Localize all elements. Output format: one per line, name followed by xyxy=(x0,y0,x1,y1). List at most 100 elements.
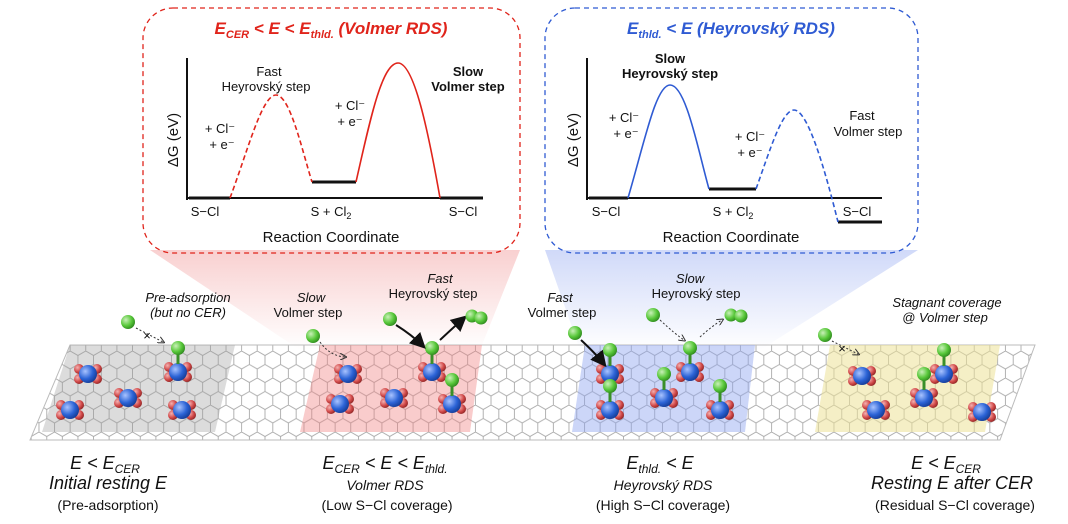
step-speed-label: Fast xyxy=(849,108,875,123)
red-projection-fan xyxy=(150,250,520,350)
state-label: S + Cl2 xyxy=(311,204,352,221)
step-name-label: Volmer step xyxy=(834,124,903,139)
stage-condition: ECER < E < Ethld. xyxy=(322,453,447,476)
s-site-molecule xyxy=(596,343,624,384)
slow-volmer-barrier xyxy=(355,62,441,199)
region-volmer-rds xyxy=(300,345,482,432)
panel-title: ECER < E < Ethld. (Volmer RDS) xyxy=(215,19,448,41)
stage-initial: E < ECER Initial resting E (Pre-adsorpti… xyxy=(49,453,168,513)
stage-residual: E < ECER Resting E after CER (Residual S… xyxy=(871,453,1035,513)
step-speed-label: Fast xyxy=(256,64,282,79)
annotation: Fast xyxy=(427,271,454,286)
slow-heyrovsky-barrier xyxy=(627,84,710,199)
state-label: S−Cl xyxy=(592,204,621,219)
panel-volmer-rds: ECER < E < Ethld. (Volmer RDS) ΔG (eV) R… xyxy=(142,7,521,254)
s-site-molecule xyxy=(650,367,678,408)
stage-title: Initial resting E xyxy=(49,473,168,493)
step-name-label: Volmer step xyxy=(431,79,505,94)
adsorbed-cl xyxy=(713,379,727,393)
fast-heyrovsky-in-arrow xyxy=(395,324,426,349)
stage-title: Volmer RDS xyxy=(346,477,424,493)
slow-heyrovsky-in-arrow xyxy=(659,319,684,340)
s-site-molecule xyxy=(418,341,446,382)
panel-heyrovsky-rds: Ethld. < E (Heyrovský RDS) ΔG (eV) React… xyxy=(544,7,919,254)
chloride-ion xyxy=(121,315,135,329)
fast-volmer-barrier xyxy=(755,109,839,223)
s-site-molecule xyxy=(168,400,196,420)
blocked-mark: × xyxy=(143,328,151,343)
adsorbed-cl xyxy=(425,341,439,355)
blue-projection-fan xyxy=(545,250,918,350)
annotation: @ Volmer step xyxy=(902,310,988,325)
s-site-molecule xyxy=(862,400,890,420)
chloride-ion xyxy=(818,328,832,342)
annotation: Heyrovský step xyxy=(652,286,741,301)
state-label: S + Cl2 xyxy=(713,204,754,221)
state-label: S−Cl xyxy=(449,204,478,219)
cl2-molecule xyxy=(724,308,738,322)
adsorbed-cl xyxy=(603,379,617,393)
stage-title: Heyrovský RDS xyxy=(614,477,713,493)
annotation: Pre-adsorption xyxy=(145,290,230,305)
reagent-label: + Cl⁻ xyxy=(205,121,235,136)
annotation: Volmer step xyxy=(528,305,597,320)
cl2-molecule xyxy=(474,311,488,325)
s-site-molecule xyxy=(326,394,354,414)
s-site-molecule xyxy=(56,400,84,420)
s-site-molecule xyxy=(74,364,102,384)
reagent-label: + e⁻ xyxy=(209,137,234,152)
adsorbed-cl xyxy=(937,343,951,357)
adsorbed-cl xyxy=(657,367,671,381)
stage-volmer-rds: ECER < E < Ethld. Volmer RDS (Low S−Cl c… xyxy=(321,453,452,513)
s-site-molecule xyxy=(334,364,362,384)
adsorbed-cl xyxy=(445,373,459,387)
s-site-molecule xyxy=(848,366,876,386)
stage-title: Resting E after CER xyxy=(871,473,1033,493)
catalyst-surface xyxy=(29,344,1036,441)
step-speed-label: Slow xyxy=(453,64,484,79)
panel-border xyxy=(544,7,919,254)
stage-condition: Ethld. < E xyxy=(626,453,694,476)
state-label: S−Cl xyxy=(843,204,872,219)
fast-heyrovsky-out-arrow xyxy=(439,315,467,341)
y-axis-label: ΔG (eV) xyxy=(565,113,582,167)
step-speed-label: Slow xyxy=(655,51,686,66)
blocked-arrow xyxy=(135,327,163,342)
annotation-slow: Slow xyxy=(297,290,327,305)
chloride-ion xyxy=(383,312,397,326)
state-label: S−Cl xyxy=(191,204,220,219)
graphene-sheet xyxy=(29,344,1036,441)
annotation: (but no CER) xyxy=(150,305,226,320)
annotation: Heyrovský step xyxy=(389,286,478,301)
reagent-label: + e⁻ xyxy=(613,126,638,141)
chloride-ion xyxy=(568,326,582,340)
s-site-molecule xyxy=(910,367,938,408)
s-site-molecule xyxy=(596,379,624,420)
panel-title: Ethld. < E (Heyrovský RDS) xyxy=(627,19,835,41)
blocked-mark: × xyxy=(838,341,846,356)
blocked-arrow xyxy=(831,340,858,354)
adsorbed-cl xyxy=(603,343,617,357)
reagent-label: + Cl⁻ xyxy=(335,98,365,113)
adsorption-sites xyxy=(56,341,996,422)
reagent-label: + e⁻ xyxy=(737,145,762,160)
step-name-label: Heyrovský step xyxy=(222,79,311,94)
chloride-ion xyxy=(646,308,660,322)
fast-volmer-arrow xyxy=(580,339,607,368)
reagent-label: + Cl⁻ xyxy=(609,110,639,125)
stage-heyrovsky-rds: Ethld. < E Heyrovský RDS (High S−Cl cove… xyxy=(596,453,730,513)
step-name-label: Heyrovský step xyxy=(622,66,718,81)
stage-subtitle: (Pre-adsorption) xyxy=(57,497,158,513)
surface-annotations: Pre-adsorption (but no CER) Slow Volmer … xyxy=(145,271,1001,325)
fast-heyrovsky-barrier xyxy=(229,94,313,199)
reagent-label: + e⁻ xyxy=(337,114,362,129)
cl2-molecule xyxy=(734,309,748,323)
x-axis-label: Reaction Coordinate xyxy=(263,229,400,246)
process-arrows: × × xyxy=(121,308,858,368)
stage-labels: E < ECER Initial resting E (Pre-adsorpti… xyxy=(49,453,1035,513)
s-site-molecule xyxy=(438,373,466,414)
annotation: Fast xyxy=(547,290,574,305)
s-site-molecule xyxy=(676,341,704,382)
adsorbed-cl xyxy=(683,341,697,355)
